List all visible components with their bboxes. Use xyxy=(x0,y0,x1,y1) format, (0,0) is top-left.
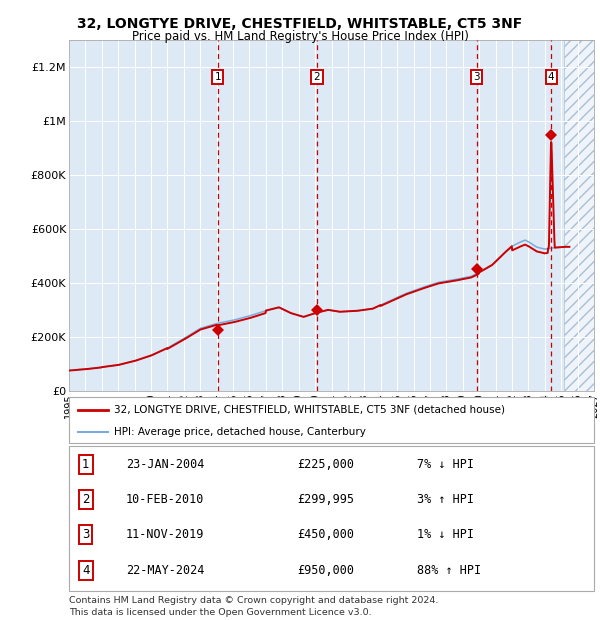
Text: £299,995: £299,995 xyxy=(297,493,354,506)
Text: 88% ↑ HPI: 88% ↑ HPI xyxy=(417,564,481,577)
Text: 10-FEB-2010: 10-FEB-2010 xyxy=(126,493,205,506)
Text: 32, LONGTYE DRIVE, CHESTFIELD, WHITSTABLE, CT5 3NF: 32, LONGTYE DRIVE, CHESTFIELD, WHITSTABL… xyxy=(77,17,523,32)
Text: Contains HM Land Registry data © Crown copyright and database right 2024.: Contains HM Land Registry data © Crown c… xyxy=(69,596,439,605)
Text: 4: 4 xyxy=(548,72,554,82)
Text: 11-NOV-2019: 11-NOV-2019 xyxy=(126,528,205,541)
Text: 1: 1 xyxy=(82,458,89,471)
Text: 3: 3 xyxy=(473,72,480,82)
Text: 32, LONGTYE DRIVE, CHESTFIELD, WHITSTABLE, CT5 3NF (detached house): 32, LONGTYE DRIVE, CHESTFIELD, WHITSTABL… xyxy=(114,405,505,415)
Text: 7% ↓ HPI: 7% ↓ HPI xyxy=(417,458,474,471)
Text: £225,000: £225,000 xyxy=(297,458,354,471)
Text: 1% ↓ HPI: 1% ↓ HPI xyxy=(417,528,474,541)
Text: 3: 3 xyxy=(82,528,89,541)
Text: Price paid vs. HM Land Registry's House Price Index (HPI): Price paid vs. HM Land Registry's House … xyxy=(131,30,469,43)
Text: 1: 1 xyxy=(214,72,221,82)
Bar xyxy=(564,40,594,391)
Text: 22-MAY-2024: 22-MAY-2024 xyxy=(126,564,205,577)
Bar xyxy=(564,40,594,391)
Text: This data is licensed under the Open Government Licence v3.0.: This data is licensed under the Open Gov… xyxy=(69,608,371,618)
Text: 2: 2 xyxy=(82,493,89,506)
Text: HPI: Average price, detached house, Canterbury: HPI: Average price, detached house, Cant… xyxy=(114,427,366,436)
Text: £950,000: £950,000 xyxy=(297,564,354,577)
Text: 23-JAN-2004: 23-JAN-2004 xyxy=(126,458,205,471)
Text: 4: 4 xyxy=(82,564,89,577)
Text: £450,000: £450,000 xyxy=(297,528,354,541)
Text: 2: 2 xyxy=(314,72,320,82)
Text: 3% ↑ HPI: 3% ↑ HPI xyxy=(417,493,474,506)
